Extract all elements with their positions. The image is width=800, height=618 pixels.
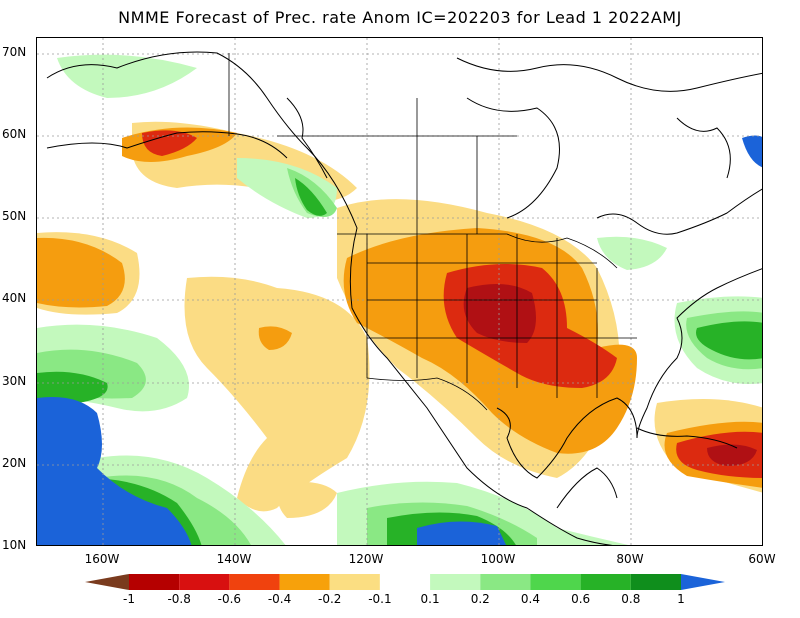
colorbar-cell-1 bbox=[129, 574, 180, 590]
colorbar-cell-4 bbox=[279, 574, 330, 590]
colorbar-tick-label: 0.1 bbox=[420, 592, 440, 606]
lat-label-20n: 20N bbox=[2, 456, 27, 470]
precip-anomaly-map bbox=[37, 38, 762, 545]
lat-label-60n: 60N bbox=[2, 127, 27, 141]
colorbar-cell-3 bbox=[229, 574, 280, 590]
lat-label-40n: 40N bbox=[2, 291, 27, 305]
lat-label-70n: 70N bbox=[2, 45, 27, 59]
colorbar-tick-label: -0.4 bbox=[267, 592, 292, 606]
colorbar-cell-7 bbox=[430, 574, 481, 590]
lon-label-60w: 60W bbox=[748, 552, 776, 566]
colorbar-cell-8 bbox=[480, 574, 531, 590]
colorbar-tick-label: 0.4 bbox=[520, 592, 540, 606]
lon-label-120w: 120W bbox=[348, 552, 384, 566]
colorbar-tick-label: 0.6 bbox=[571, 592, 591, 606]
lon-label-80w: 80W bbox=[616, 552, 644, 566]
coastlines bbox=[46, 51, 762, 545]
map-plot-area bbox=[36, 37, 763, 546]
colorbar-cell-6 bbox=[379, 574, 431, 590]
colorbar-tick-label: -0.2 bbox=[318, 592, 342, 606]
colorbar-tick-label: -0.8 bbox=[167, 592, 191, 606]
lat-label-30n: 30N bbox=[2, 374, 27, 388]
extreme-dry-regions bbox=[463, 284, 757, 466]
extreme-wet-regions bbox=[37, 135, 762, 545]
map-title: NMME Forecast of Prec. rate Anom IC=2022… bbox=[118, 8, 682, 27]
lon-label-100w: 100W bbox=[480, 552, 516, 566]
colorbar-cell-11 bbox=[630, 574, 681, 590]
colorbar-tick-label: 0.8 bbox=[621, 592, 641, 606]
colorbar-tick-label: -1 bbox=[123, 592, 135, 606]
colorbar-cell-5 bbox=[329, 574, 380, 590]
colorbar-cell-0 bbox=[85, 574, 129, 590]
colorbar-tick-label: -0.1 bbox=[368, 592, 392, 606]
colorbar-tick-label: 0.2 bbox=[470, 592, 490, 606]
colorbar-cell-12 bbox=[681, 574, 725, 590]
lat-label-10n: 10N bbox=[2, 538, 27, 552]
colorbar-tick-label: 1 bbox=[677, 592, 685, 606]
lon-label-140w: 140W bbox=[216, 552, 252, 566]
colorbar-cell-2 bbox=[179, 574, 230, 590]
lat-label-50n: 50N bbox=[2, 209, 27, 223]
borders bbox=[228, 53, 637, 411]
colorbar-cell-9 bbox=[530, 574, 581, 590]
colorbar-cell-10 bbox=[580, 574, 631, 590]
graticule bbox=[37, 38, 762, 545]
colorbar-tick-label: -0.6 bbox=[217, 592, 242, 606]
colorbar bbox=[85, 574, 725, 590]
lon-label-160w: 160W bbox=[84, 552, 120, 566]
